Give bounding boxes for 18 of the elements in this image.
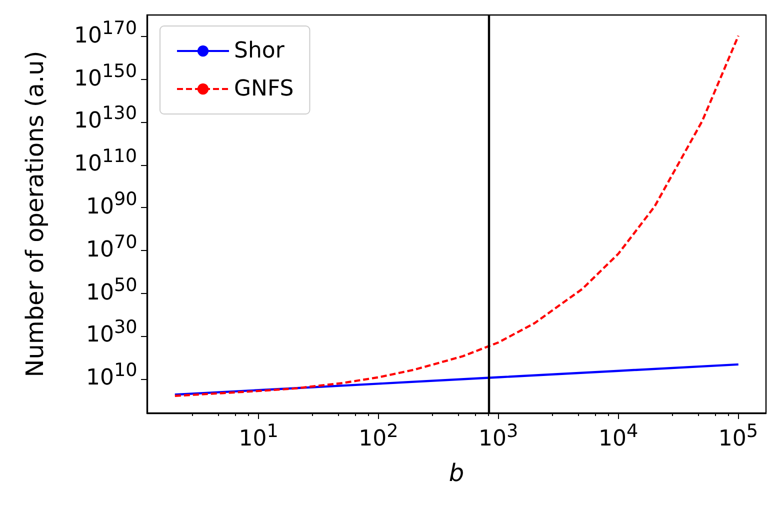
- y-axis-title: Number of operations (a.u): [21, 50, 49, 378]
- y-tick-label: 10$^{50}$: [86, 274, 138, 305]
- y-tick-label: 10$^{170}$: [74, 18, 137, 48]
- y-tick-label: 10$^{10}$: [86, 360, 138, 391]
- y-tick-label: 10$^{150}$: [74, 60, 137, 92]
- x-tick-label: 10$^{3}$: [478, 421, 518, 452]
- x-tick-label: 10$^{5}$: [718, 421, 758, 452]
- x-axis-title: b: [448, 459, 464, 487]
- y-tick-label: 10$^{110}$: [74, 146, 137, 177]
- y-tick-label: 10$^{70}$: [86, 232, 138, 262]
- y-tick-label: 10$^{130}$: [74, 103, 137, 134]
- y-tick-label: 10$^{30}$: [86, 317, 138, 348]
- x-tick-label: 10$^{2}$: [358, 421, 398, 452]
- y-tick-label: 10$^{90}$: [86, 189, 138, 220]
- legend-label: GNFS: [234, 76, 294, 102]
- legend-label: Shor: [234, 38, 286, 64]
- x-tick-label: 10$^{1}$: [238, 421, 278, 452]
- x-tick-label: 10$^{4}$: [598, 421, 638, 452]
